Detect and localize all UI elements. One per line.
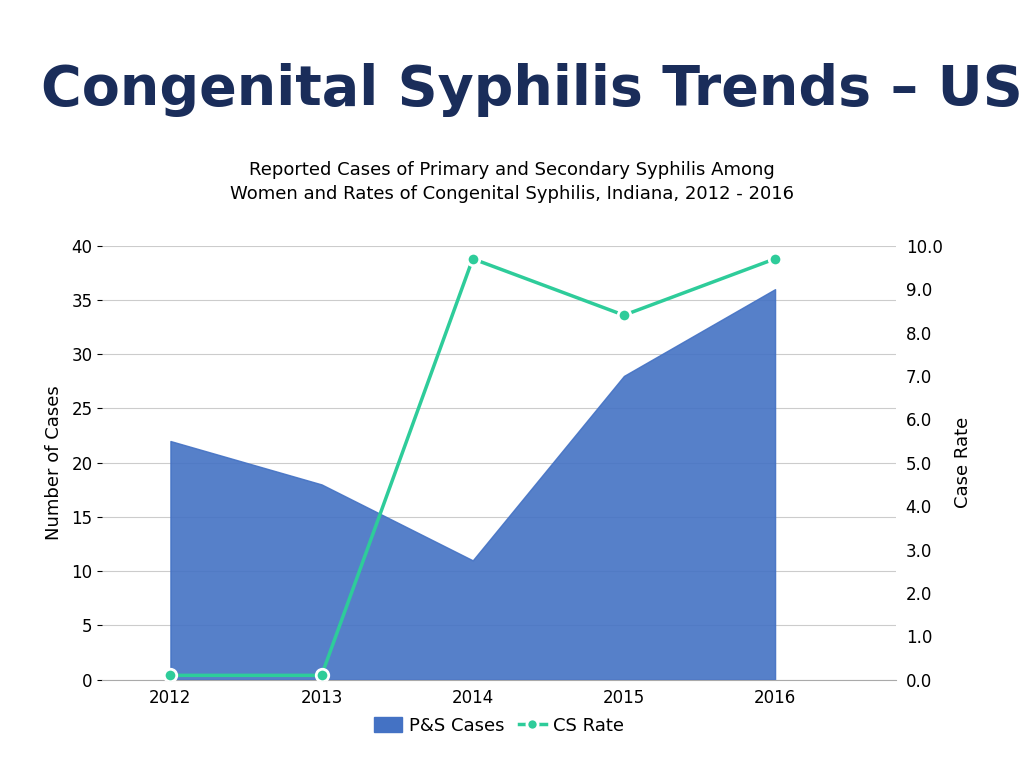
Text: Reported Cases of Primary and Secondary Syphilis Among
Women and Rates of Congen: Reported Cases of Primary and Secondary … xyxy=(230,161,794,203)
Y-axis label: Number of Cases: Number of Cases xyxy=(45,386,63,540)
Text: Congenital Syphilis Trends – US & IN: Congenital Syphilis Trends – US & IN xyxy=(41,63,1024,117)
Text: 8: 8 xyxy=(965,717,988,750)
Legend: P&S Cases, CS Rate: P&S Cases, CS Rate xyxy=(368,710,631,742)
Y-axis label: Case Rate: Case Rate xyxy=(953,417,972,508)
